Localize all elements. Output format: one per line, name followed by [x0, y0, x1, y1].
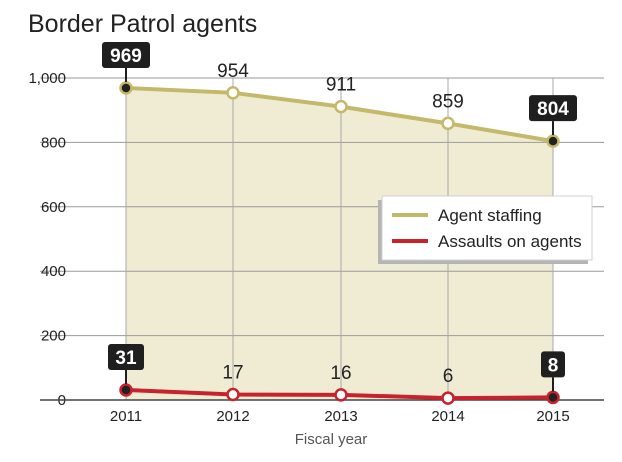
- data-point: [441, 116, 455, 131]
- data-label: 911: [326, 75, 356, 96]
- data-label: 17: [222, 363, 243, 384]
- data-point: [334, 388, 348, 402]
- x-tick-label: 2015: [536, 408, 569, 425]
- chart-title: Border Patrol agents: [28, 10, 258, 38]
- legend-label: Assaults on agents: [438, 232, 582, 251]
- legend-label: Agent staffing: [438, 206, 542, 225]
- data-label: 16: [330, 363, 351, 384]
- data-label: 6: [443, 366, 454, 387]
- data-point: [226, 387, 240, 402]
- data-label-layer: 969 954 911 859 804 31 17 16 6 8: [102, 41, 577, 392]
- data-label-box: [541, 351, 565, 378]
- legend: Agent staffing Assaults on agents: [378, 195, 593, 264]
- data-label-box: [102, 41, 150, 68]
- data-label: 969: [110, 46, 142, 67]
- y-tick-label: 400: [41, 263, 66, 280]
- y-tick-label: 1,000: [28, 70, 66, 87]
- data-point: [226, 86, 240, 100]
- data-label: 31: [115, 348, 137, 369]
- series-layer: [119, 81, 560, 405]
- x-tick-label: 2013: [324, 408, 357, 425]
- data-label-box: [529, 95, 577, 122]
- data-point: [119, 81, 133, 95]
- x-axis-title: Fiscal year: [295, 431, 368, 448]
- data-label: 804: [537, 99, 569, 120]
- data-point: [441, 391, 455, 405]
- data-label-box: [108, 344, 144, 371]
- x-tick-label: 2012: [216, 408, 249, 425]
- data-point: [119, 383, 133, 397]
- y-tick-label: 600: [41, 199, 66, 216]
- data-point: [334, 99, 348, 114]
- data-point: [546, 134, 560, 148]
- legend-box: [381, 195, 593, 261]
- data-label: 859: [432, 91, 464, 112]
- data-label: 954: [217, 61, 249, 82]
- y-tick-label: 800: [41, 134, 66, 151]
- data-label: 8: [548, 355, 559, 376]
- data-point: [546, 390, 560, 405]
- y-tick-label: 200: [41, 328, 66, 345]
- x-tick-label: 2011: [110, 408, 142, 425]
- x-tick-label: 2014: [431, 408, 464, 425]
